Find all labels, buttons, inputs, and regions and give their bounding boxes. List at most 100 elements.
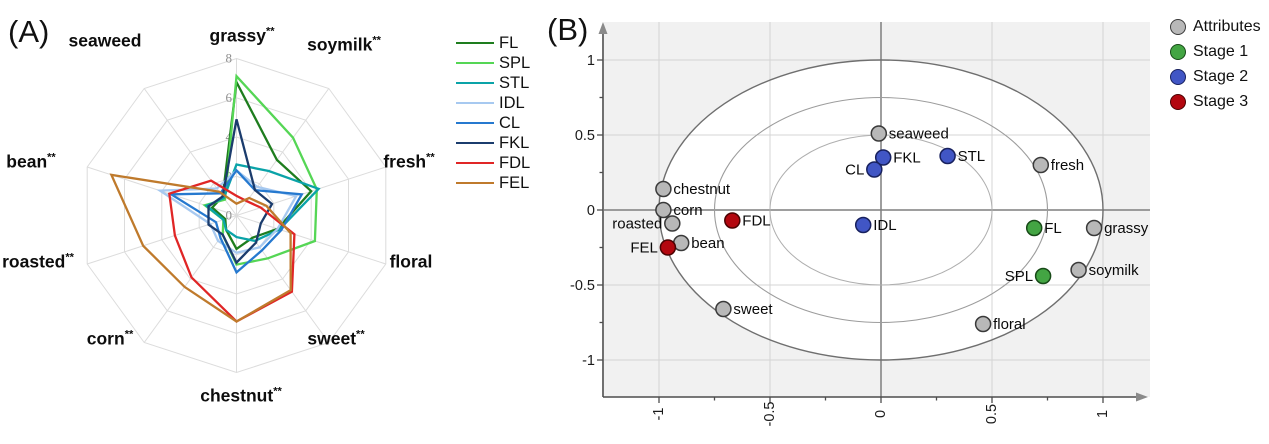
panel-a-label: (A) [8,14,50,49]
point-floral [974,315,992,333]
point-label-floral: floral [993,316,1026,333]
x-tick-label: 1 [1095,410,1111,418]
radar-series-FL [210,78,313,251]
legend-line-swatch [456,101,494,105]
legend-dot [1170,93,1186,110]
legend-label: Stage 1 [1193,42,1249,60]
point-label-chestnut: chestnut [673,181,731,198]
radar-axis-label-fresh: fresh** [383,151,435,172]
radar-legend-item-FEL: FEL [456,173,530,193]
radar-scale-tick: 6 [226,90,233,105]
radar-legend-item-FKL: FKL [456,133,530,153]
point-label-IDL: IDL [873,217,896,234]
point-label-grassy: grassy [1104,220,1149,237]
point-chestnut [655,180,672,198]
legend-label: Stage 3 [1193,92,1249,110]
point-FKL [874,149,892,166]
legend-label: SPL [499,53,531,72]
point-soymilk [1070,261,1087,279]
radar-legend-item-SPL: SPL [456,53,530,73]
radar-series-FEL [109,173,292,323]
point-label-SPL: SPL [1005,268,1033,285]
radar-legend-item-IDL: IDL [456,93,530,113]
point-grassy [1085,219,1103,237]
point-IDL [854,216,872,234]
point-roasted [664,215,681,232]
correlation-ellipse [713,96,1049,324]
legend-label: Stage 2 [1193,67,1249,85]
radar-series-CL [167,168,304,275]
point-FDL [724,212,741,229]
radar-legend-item-CL: CL [456,113,530,133]
point-label-STL: STL [958,148,986,165]
x-axis-arrow [1136,392,1148,402]
scatter-legend-item-stage-1: Stage 1 [1170,39,1261,64]
radar-grid-spoke [87,215,237,265]
point-label-CL: CL [845,162,864,179]
point-label-FL: FL [1044,220,1062,237]
legend-dot [1170,18,1186,35]
y-tick-label: 1 [587,53,595,69]
radar-scale-tick: 2 [226,168,233,183]
point-corn [655,201,672,219]
radar-grid-spoke [236,215,330,343]
y-axis-arrow [598,22,608,34]
legend-label: Attributes [1193,17,1261,35]
y-tick-label: -1 [582,353,595,369]
legend-line-swatch [456,61,494,65]
legend-dot [1170,68,1186,85]
point-label-FDL: FDL [742,213,770,230]
pca-scatter: -1 -0.5 0 0.5 1 -1 -0.5 0 0.5 1 seaweed chestnut cor… [570,22,1150,427]
point-label-roasted: roasted [612,216,662,233]
y-tick-label: 0 [587,203,595,219]
radar-legend-item-FDL: FDL [456,153,530,173]
point-label-fresh: fresh [1051,157,1084,174]
x-tick-label: 0 [873,410,889,418]
legend-line-swatch [456,121,494,125]
panel-b-label: (B) [547,12,589,47]
point-SPL [1034,267,1052,285]
legend-label: STL [499,73,530,92]
point-label-seaweed: seaweed [889,126,949,143]
scatter-legend: Attributes Stage 1 Stage 2 Stage 3 [1170,14,1261,114]
point-label-FEL: FEL [630,240,658,257]
point-FEL [659,239,677,256]
y-tick-label: -0.5 [570,278,595,294]
scatter-legend-item-stage-3: Stage 3 [1170,89,1261,114]
legend-line-swatch [456,81,494,85]
radar-axis-label-seaweed: seaweed [68,30,142,51]
y-tick-label: 0.5 [575,128,595,144]
legend-label: FL [499,33,519,52]
radar-grid-spoke [236,88,330,216]
radar-axis-label-chestnut: chestnut** [200,385,282,406]
legend-line-swatch [456,161,494,165]
x-tick-label: 0.5 [984,404,1000,424]
point-label-FKL: FKL [893,150,921,167]
legend-label: FEL [499,173,530,192]
point-FL [1025,219,1043,237]
radar-legend-item-STL: STL [456,73,530,93]
legend-line-swatch [456,141,494,145]
radar-axis-label-corn: corn** [86,328,134,349]
radar-axis-label-soymilk: soymilk** [307,34,381,55]
radar-scale-tick: 0 [226,208,233,223]
point-label-soymilk: soymilk [1089,262,1140,279]
legend-line-swatch [456,181,494,185]
legend-line-swatch [456,41,494,45]
legend-dot [1170,43,1186,60]
scatter-legend-item-attributes: Attributes [1170,14,1261,39]
radar-axis-label-floral: floral [389,251,433,272]
point-seaweed [870,125,888,142]
radar-legend: FL SPL STL IDL CL FKL FDL FEL [456,33,530,193]
point-STL [939,147,956,165]
radar-scale-tick: 8 [226,51,233,66]
radar-axis-label-bean: bean** [6,151,56,172]
radar-legend-item-FL: FL [456,33,530,53]
legend-label: IDL [499,93,525,112]
radar-axis-label-sweet: sweet** [307,328,365,349]
radar-axis-label-roasted: roasted** [2,251,74,272]
point-label-corn: corn [673,202,702,219]
